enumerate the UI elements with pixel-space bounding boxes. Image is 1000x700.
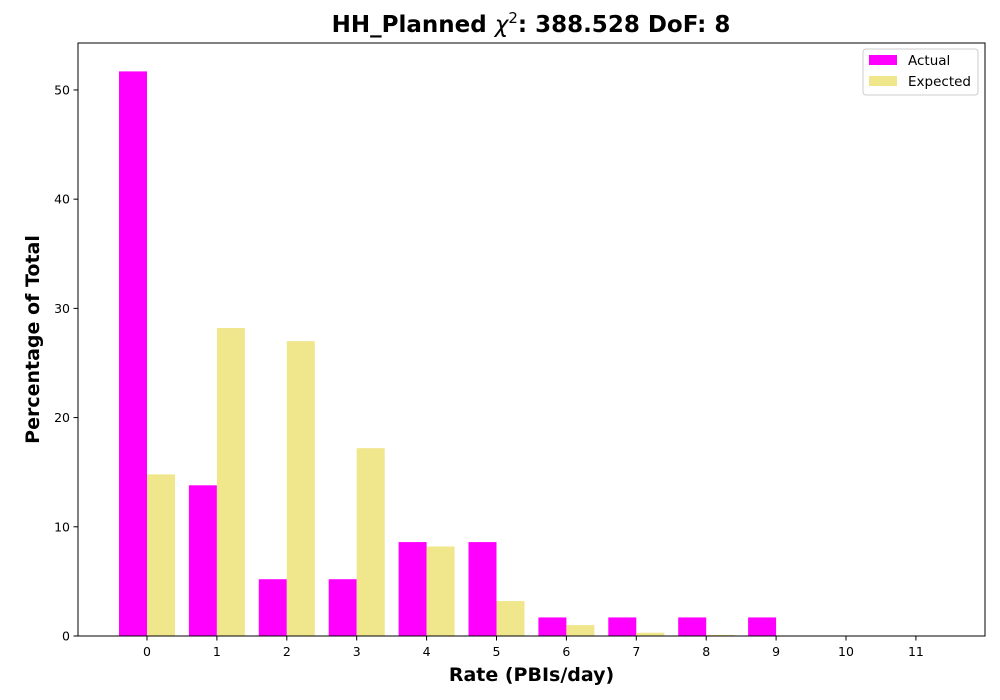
- x-tick-label: 7: [632, 644, 640, 659]
- actual-bar-7: [608, 617, 637, 636]
- actual-bar-3: [328, 579, 357, 636]
- expected-bar-1: [216, 328, 245, 636]
- plot-frame: [77, 42, 986, 637]
- legend-label-actual: Actual: [908, 53, 950, 69]
- actual-bar-8: [678, 617, 707, 636]
- x-tick-label: 11: [908, 644, 924, 659]
- x-tick-label: 3: [353, 644, 361, 659]
- expected-bar-3: [356, 448, 385, 636]
- y-tick-label: 30: [54, 301, 70, 316]
- actual-bar-6: [538, 617, 567, 636]
- expected-bar-7: [636, 632, 665, 636]
- y-axis-label: Percentage of Total: [22, 235, 44, 444]
- expected-bar-2: [286, 341, 315, 636]
- x-tick-label: 0: [143, 644, 151, 659]
- y-tick-label: 10: [54, 519, 70, 534]
- x-tick-label: 4: [423, 644, 431, 659]
- actual-bar-4: [398, 542, 427, 636]
- actual-bar-0: [119, 71, 147, 636]
- x-tick-label: 5: [493, 644, 501, 659]
- x-tick-label: 2: [283, 644, 291, 659]
- y-tick-label: 20: [54, 410, 70, 425]
- actual-bar-2: [258, 579, 287, 636]
- x-tick-label: 9: [772, 644, 780, 659]
- x-tick-label: 6: [562, 644, 570, 659]
- x-axis-label: Rate (PBIs/day): [449, 664, 614, 686]
- expected-bar-6: [566, 625, 595, 636]
- x-tick-label: 10: [838, 644, 854, 659]
- bars: [119, 71, 777, 636]
- expected-bar-0: [147, 474, 175, 636]
- x-tick-label: 1: [213, 644, 221, 659]
- x-axis-ticks: 0 1 2 3 4 5 6 7 8 9 10 11: [143, 636, 924, 659]
- expected-bar-5: [496, 601, 525, 636]
- title-exponent: 2: [508, 9, 518, 27]
- title-prefix: HH_Planned: [332, 12, 495, 38]
- actual-bar-5: [468, 542, 497, 636]
- expected-bar-8: [706, 634, 735, 636]
- chart-title: HH_Planned χ2: 388.528 DoF: 8: [332, 9, 731, 38]
- expected-bar-4: [426, 546, 455, 636]
- y-tick-label: 50: [54, 82, 70, 97]
- y-tick-label: 40: [54, 192, 70, 207]
- legend-swatch-actual: [869, 55, 897, 65]
- title-suffix: : 388.528 DoF: 8: [518, 12, 731, 38]
- y-tick-label: 0: [62, 629, 70, 644]
- x-tick-label: 8: [702, 644, 710, 659]
- title-chi: χ: [493, 12, 510, 38]
- legend-label-expected: Expected: [908, 74, 971, 90]
- actual-bar-1: [188, 485, 217, 636]
- actual-bar-9: [748, 617, 777, 636]
- legend: Actual Expected: [862, 48, 979, 96]
- y-axis-ticks: 0 10 20 30 40 50: [54, 82, 78, 644]
- legend-swatch-expected: [869, 76, 897, 86]
